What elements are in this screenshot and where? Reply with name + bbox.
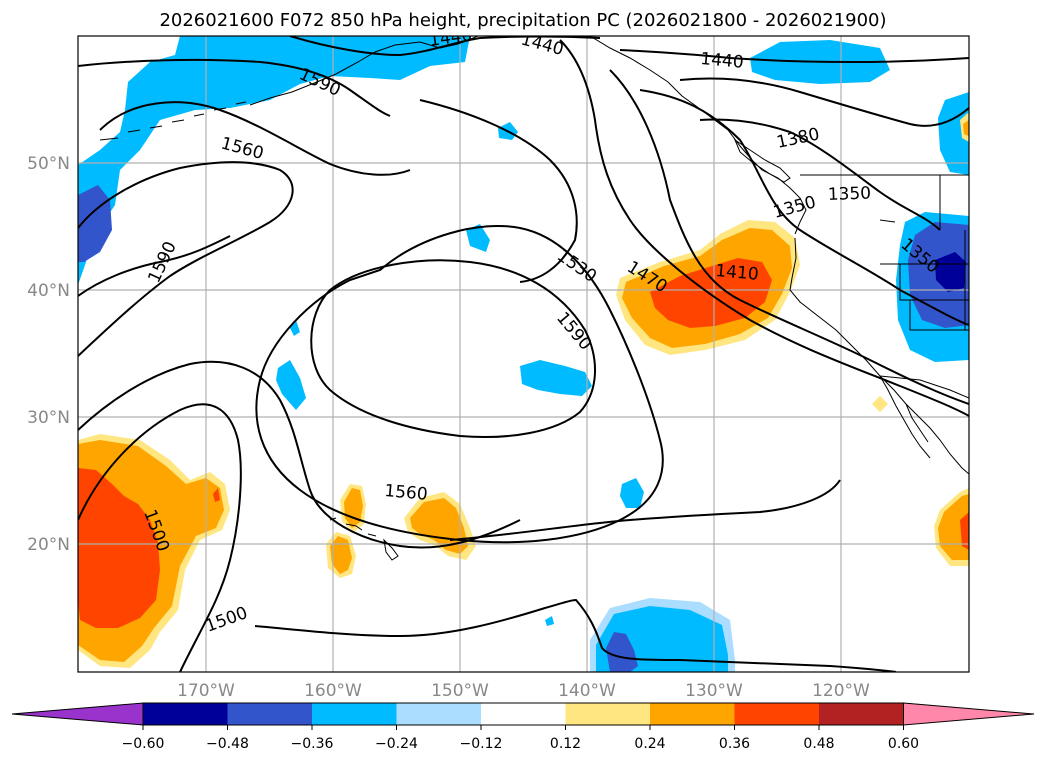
colorbar-box xyxy=(565,703,650,725)
precip-cyan-small-3 xyxy=(290,320,300,336)
precip-yellow-small-east xyxy=(872,396,888,412)
precip-cyan-north-top xyxy=(78,36,470,285)
lat-label-20n: 20°N xyxy=(27,535,70,555)
lon-label-120w: 120°W xyxy=(812,681,870,701)
contour-1530-central xyxy=(559,39,969,417)
coastline-baja xyxy=(879,375,931,459)
contour-1590-west xyxy=(78,161,294,357)
contour-1410-east xyxy=(639,89,969,326)
map-plot-area: 1440 1440 1440 1590 1560 1590 1380 1350 … xyxy=(78,36,969,672)
precip-cyan-small-2 xyxy=(466,224,490,252)
colorbar-boxes xyxy=(11,702,1035,726)
colorbar-box xyxy=(143,703,228,725)
lon-label-160w: 160°W xyxy=(304,681,362,701)
colorbar-extend-low xyxy=(11,702,144,726)
precip-red-se xyxy=(960,512,969,550)
colorbar-tick-label: −0.36 xyxy=(291,736,334,752)
colorbar-extend-high xyxy=(903,702,1035,726)
border-states xyxy=(879,175,969,331)
coastline-bc-panhandle xyxy=(589,36,807,235)
precip-cyan-ne xyxy=(938,92,969,175)
precip-darkblue-east xyxy=(935,252,966,292)
contour-label: 1440 xyxy=(700,49,745,73)
lon-label-140w: 140°W xyxy=(558,681,616,701)
colorbar-tick-label: −0.48 xyxy=(206,736,249,752)
contour-1560-north xyxy=(99,101,411,176)
contour-label: 1410 xyxy=(715,261,760,285)
lat-label-40n: 40°N xyxy=(27,281,70,301)
contour-1440-east xyxy=(619,49,969,64)
coastline-aleutians xyxy=(99,101,247,141)
colorbar-tick-label: 0.24 xyxy=(634,736,665,752)
colorbar-tick-label: 0.60 xyxy=(888,736,919,752)
figure-title: 2026021600 F072 850 hPa height, precipit… xyxy=(159,10,886,31)
colorbar-box xyxy=(396,703,481,725)
lat-label-30n: 30°N xyxy=(27,408,70,428)
contour-1590-inner xyxy=(310,259,596,438)
contour-1470-east xyxy=(609,69,969,405)
height-contours xyxy=(78,36,969,672)
lon-label-130w: 130°W xyxy=(685,681,743,701)
precip-cyan-small-6 xyxy=(545,616,554,626)
lon-label-170w: 170°W xyxy=(177,681,235,701)
precipitation-shading xyxy=(78,36,969,672)
coastline-west-us xyxy=(789,237,969,475)
colorbar: −0.60 −0.48 −0.36 −0.24 −0.12 0.12 0.24 0.36 0.4… xyxy=(11,702,1035,752)
contour-1590-north xyxy=(78,58,391,117)
colorbar-box xyxy=(650,703,735,725)
contour-label: 1350 xyxy=(827,183,871,204)
contour-1530-sw xyxy=(78,360,521,549)
contour-1380-east xyxy=(679,77,969,127)
map-background xyxy=(78,36,969,672)
colorbar-box xyxy=(227,703,312,725)
longitude-labels: 170°W 160°W 150°W 140°W 130°W 120°W xyxy=(177,681,870,701)
colorbar-tick-label: −0.60 xyxy=(122,736,165,752)
colorbar-tick-label: 0.48 xyxy=(803,736,834,752)
colorbar-tick-label: −0.24 xyxy=(375,736,418,752)
precip-cyan-small-5 xyxy=(620,478,644,508)
contour-1560-west xyxy=(78,235,231,297)
colorbar-tick-label: −0.12 xyxy=(460,736,503,752)
lat-label-50n: 50°N xyxy=(27,154,70,174)
contour-1590-central xyxy=(419,99,578,283)
colorbar-box xyxy=(312,703,397,725)
border-us-mexico xyxy=(879,375,969,399)
precip-cyan-central xyxy=(520,360,592,396)
colorbar-box xyxy=(819,703,904,725)
colorbar-ticks: −0.60 −0.48 −0.36 −0.24 −0.12 0.12 0.24 0.36 0.4… xyxy=(122,725,919,752)
contour-label: 1560 xyxy=(384,481,429,505)
map-frame xyxy=(77,35,970,673)
coastline-vancouver-island xyxy=(733,138,791,183)
contour-1560-ring xyxy=(255,224,664,544)
precip-orange-hawaii-north xyxy=(344,488,363,528)
colorbar-box xyxy=(734,703,819,725)
precip-red-southwest xyxy=(78,468,160,628)
contour-1350-east xyxy=(699,118,941,231)
colorbar-tick-label: 0.36 xyxy=(719,736,750,752)
precip-orange-small-ne xyxy=(963,120,969,136)
colorbar-tick-label: 0.12 xyxy=(550,736,581,752)
colorbar-box xyxy=(481,703,566,725)
precip-blue-south xyxy=(606,632,638,672)
contour-1500-south xyxy=(254,598,897,672)
lon-label-150w: 150°W xyxy=(431,681,489,701)
precip-cyan-small-4 xyxy=(276,360,306,410)
precip-red-small-sw xyxy=(213,488,220,502)
precip-red-ne-coast xyxy=(650,258,772,328)
contour-1500-sw xyxy=(78,403,242,672)
contour-1560-south xyxy=(449,479,841,541)
colorbar-frame xyxy=(142,702,904,726)
precip-orange-hawaii-west xyxy=(330,536,352,574)
latitude-labels: 50°N 40°N 30°N 20°N xyxy=(27,154,70,555)
